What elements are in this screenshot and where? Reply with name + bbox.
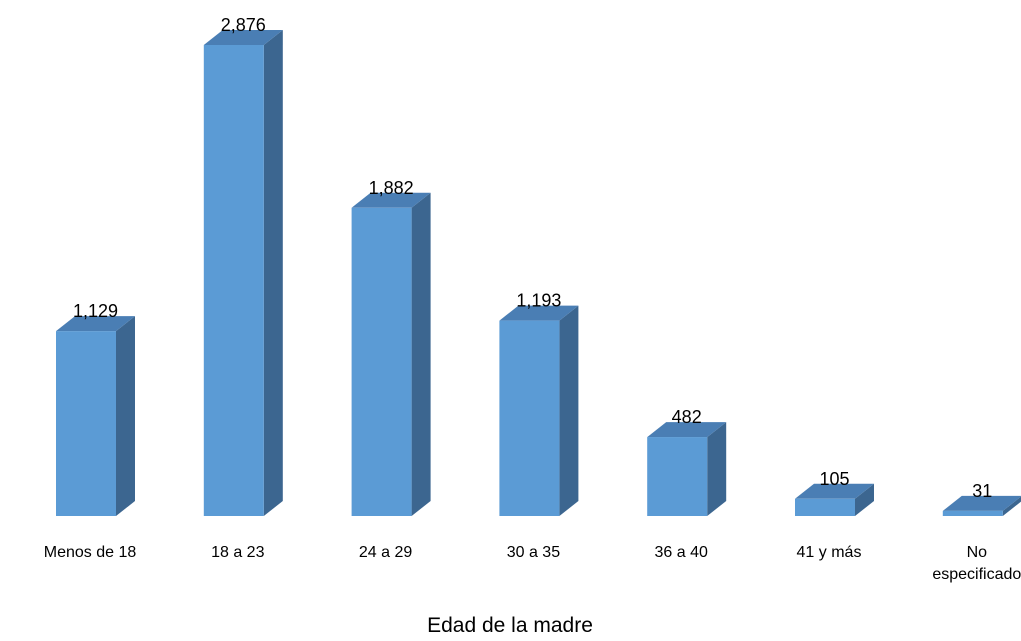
category-label-30-a-35: 30 a 35: [507, 544, 560, 561]
category-label-line: 30 a 35: [507, 544, 560, 561]
bar-menos-de-18: [56, 316, 135, 516]
value-label-30-a-35: 1,193: [516, 291, 561, 311]
category-label-line: Menos de 18: [44, 544, 137, 561]
bar-side-face: [263, 30, 283, 516]
bar-side-face: [559, 305, 579, 516]
bar-top-face: [647, 422, 727, 438]
bar-front-face: [56, 331, 116, 516]
value-label-no-especificado: 31: [972, 481, 992, 501]
category-label-line: 41 y más: [797, 544, 862, 561]
bar-front-face: [351, 207, 412, 517]
bars-layer: [56, 30, 1021, 517]
bar-side-face: [855, 483, 874, 516]
category-label-36-a-40: 36 a 40: [655, 544, 708, 561]
bar-top-face: [351, 192, 431, 208]
bar-top-face: [942, 495, 1021, 511]
value-label-41-y-mas: 105: [819, 469, 849, 489]
bar-top-face: [499, 305, 579, 321]
value-labels-layer: 1,129 2,876 1,882 1,193 482 105 31: [73, 15, 992, 501]
category-label-menos-de-18: Menos de 18: [44, 544, 137, 561]
bar-41-y-mas: [795, 483, 874, 516]
category-label-18-a-23: 18 a 23: [211, 544, 264, 561]
bar-30-a-35: [499, 305, 579, 516]
value-label-18-a-23: 2,876: [221, 15, 266, 35]
x-axis-title: Edad de la madre: [427, 614, 593, 637]
bar-front-face: [942, 510, 1003, 516]
bar-side-face: [116, 316, 135, 516]
bar-18-a-23: [203, 30, 283, 516]
bar-no-especificado: [942, 495, 1021, 516]
bar-top-face: [795, 483, 874, 499]
category-labels-layer: Menos de 18 18 a 23 24 a 29 30 a 35 36 a 40 4…: [44, 544, 1021, 583]
bar-front-face: [203, 45, 264, 516]
category-label-line: No: [967, 544, 988, 561]
category-label-no-especificado: No especificado: [932, 544, 1021, 583]
category-label-line: 36 a 40: [655, 544, 708, 561]
category-label-line: 24 a 29: [359, 544, 412, 561]
bar-side-face: [1002, 496, 1021, 516]
bar-top-face: [203, 30, 283, 45]
value-label-24-a-29: 1,882: [369, 178, 414, 198]
bar-front-face: [795, 498, 855, 516]
bar-front-face: [647, 437, 708, 516]
bar-24-a-29: [351, 192, 431, 517]
value-label-36-a-40: 482: [672, 407, 702, 427]
bar-side-face: [707, 422, 727, 516]
category-label-line: especificado: [932, 566, 1021, 583]
value-label-menos-de-18: 1,129: [73, 301, 118, 321]
bar-front-face: [499, 320, 560, 516]
category-label-24-a-29: 24 a 29: [359, 544, 412, 561]
bar-36-a-40: [647, 422, 727, 516]
bar-side-face: [411, 192, 431, 517]
category-label-41-y-mas: 41 y más: [797, 544, 862, 561]
category-label-line: 18 a 23: [211, 544, 264, 561]
bar-top-face: [56, 316, 135, 332]
